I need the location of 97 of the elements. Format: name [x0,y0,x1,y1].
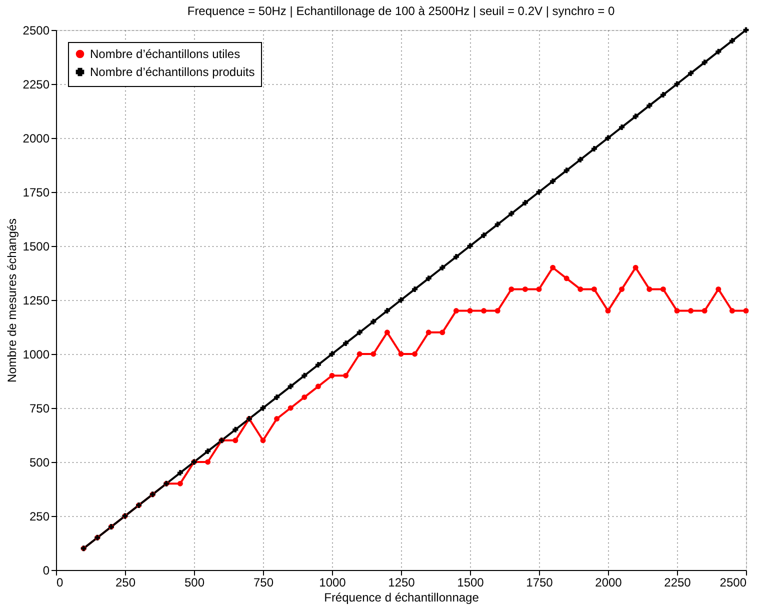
x-tick-label: 1000 [319,576,346,590]
point [412,351,418,357]
point [605,308,611,314]
y-tick-label: 2000 [22,132,50,146]
point [440,264,446,270]
y-tick-label: 2500 [22,24,50,38]
y-tick-label: 500 [29,456,50,470]
x-tick-label: 0 [56,576,64,590]
point [329,372,335,378]
legend-label: Nombre d’échantillons utiles [90,47,240,61]
point [440,330,446,336]
point [632,114,638,120]
point [702,308,708,314]
x-tick-label: 1500 [457,576,484,590]
point [564,168,570,174]
point [315,362,321,368]
point [384,330,390,336]
y-axis-title: Nombre de mesures échangés [4,218,19,383]
point [274,416,280,422]
point [343,340,349,346]
point [578,286,584,292]
point [564,276,570,282]
point [481,232,487,238]
point [302,394,308,400]
x-tick-label: 500 [184,576,205,590]
point [288,405,294,411]
point [729,308,735,314]
x-tick-label: 2250 [664,576,692,590]
point [232,426,238,432]
point [550,264,556,270]
point [398,351,404,357]
y-tick-label: 1750 [22,186,50,200]
point [508,286,514,292]
point [426,276,432,282]
point [591,286,597,292]
point [522,200,528,206]
point [508,210,514,216]
point [716,286,722,292]
point [453,308,459,314]
point [205,459,211,465]
point [356,351,362,357]
x-tick-label: 1750 [526,576,554,590]
point [315,384,321,390]
point [302,372,308,378]
point [343,372,349,378]
point [688,70,694,76]
point [674,308,680,314]
point [660,286,666,292]
point [591,146,597,152]
y-tick-label: 1500 [22,240,50,254]
y-tick-label: 0 [42,564,50,578]
point [729,38,735,44]
legend-label: Nombre d’échantillons produits [90,65,255,79]
point [688,308,694,314]
point [619,286,625,292]
point [632,264,638,270]
point [412,286,418,292]
point [356,330,362,336]
point [177,470,183,476]
chart-title: Frequence = 50Hz | Echantillonage de 100 à 2500Hz | seuil = 0.2V | synchro = 0 [187,4,615,18]
y-tick-label: 750 [29,402,50,416]
point [536,286,542,292]
point [370,351,376,357]
y-tick-label: 2250 [22,78,50,92]
point [716,48,722,54]
x-tick-label: 1250 [388,576,416,590]
point [646,102,652,108]
point [467,308,473,314]
y-tick-label: 1250 [22,294,50,308]
y-tick-label: 250 [29,510,50,524]
point [288,384,294,390]
x-tick-label: 2500 [720,576,747,590]
point [494,308,500,314]
point [384,308,390,314]
point [274,394,280,400]
point [578,156,584,162]
point [232,438,238,444]
point [370,318,376,324]
point [660,92,666,98]
point [743,308,749,314]
y-tick-label: 1000 [22,348,50,362]
point [481,308,487,314]
x-tick-label: 2000 [595,576,622,590]
point [426,330,432,336]
point [702,60,708,66]
point [550,178,556,184]
point [522,286,528,292]
point [177,480,183,486]
x-tick-label: 250 [115,576,136,590]
point [619,124,625,130]
x-tick-label: 750 [253,576,274,590]
point [260,438,266,444]
point [494,222,500,228]
point [453,254,459,260]
x-axis-title: Fréquence d échantillonnage [324,590,480,604]
point [646,286,652,292]
point [205,448,211,454]
